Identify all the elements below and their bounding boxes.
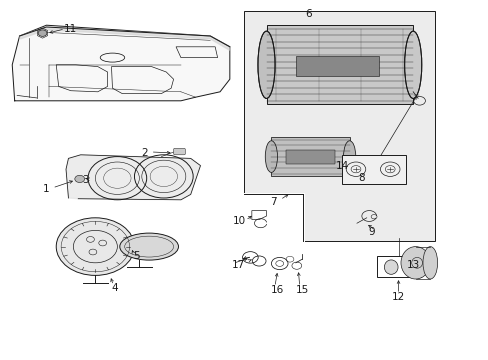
Text: 8: 8 bbox=[358, 173, 365, 183]
Text: 12: 12 bbox=[391, 292, 405, 302]
Ellipse shape bbox=[422, 247, 437, 279]
Bar bbox=[285, 150, 334, 164]
Text: 6: 6 bbox=[304, 9, 311, 19]
Bar bbox=[342, 155, 405, 184]
Ellipse shape bbox=[384, 260, 397, 274]
Text: 1: 1 bbox=[43, 184, 50, 194]
Ellipse shape bbox=[258, 31, 274, 99]
Text: 4: 4 bbox=[111, 283, 118, 293]
Text: 15: 15 bbox=[295, 285, 308, 295]
Text: 5: 5 bbox=[133, 251, 140, 261]
Bar bbox=[271, 137, 349, 176]
Ellipse shape bbox=[400, 247, 429, 279]
Polygon shape bbox=[244, 194, 303, 241]
Text: 13: 13 bbox=[406, 260, 419, 270]
Polygon shape bbox=[12, 25, 229, 101]
Text: 7: 7 bbox=[270, 197, 277, 207]
Text: 10: 10 bbox=[233, 216, 245, 226]
Circle shape bbox=[75, 175, 84, 183]
Circle shape bbox=[56, 218, 134, 275]
Text: 17: 17 bbox=[231, 260, 245, 270]
Text: 14: 14 bbox=[335, 161, 348, 171]
Polygon shape bbox=[20, 27, 229, 50]
Text: 11: 11 bbox=[64, 24, 78, 34]
Ellipse shape bbox=[120, 233, 178, 260]
Text: 16: 16 bbox=[270, 285, 284, 295]
Bar bbox=[376, 256, 420, 277]
Ellipse shape bbox=[264, 141, 277, 172]
Bar bbox=[295, 56, 378, 76]
Bar bbox=[266, 25, 412, 104]
Ellipse shape bbox=[404, 31, 421, 99]
Bar bbox=[244, 11, 434, 241]
FancyBboxPatch shape bbox=[173, 148, 185, 155]
Text: 3: 3 bbox=[82, 175, 89, 185]
Text: 9: 9 bbox=[367, 227, 374, 237]
Text: 2: 2 bbox=[141, 148, 147, 158]
Ellipse shape bbox=[343, 141, 355, 172]
Polygon shape bbox=[66, 155, 200, 200]
Circle shape bbox=[38, 30, 47, 36]
